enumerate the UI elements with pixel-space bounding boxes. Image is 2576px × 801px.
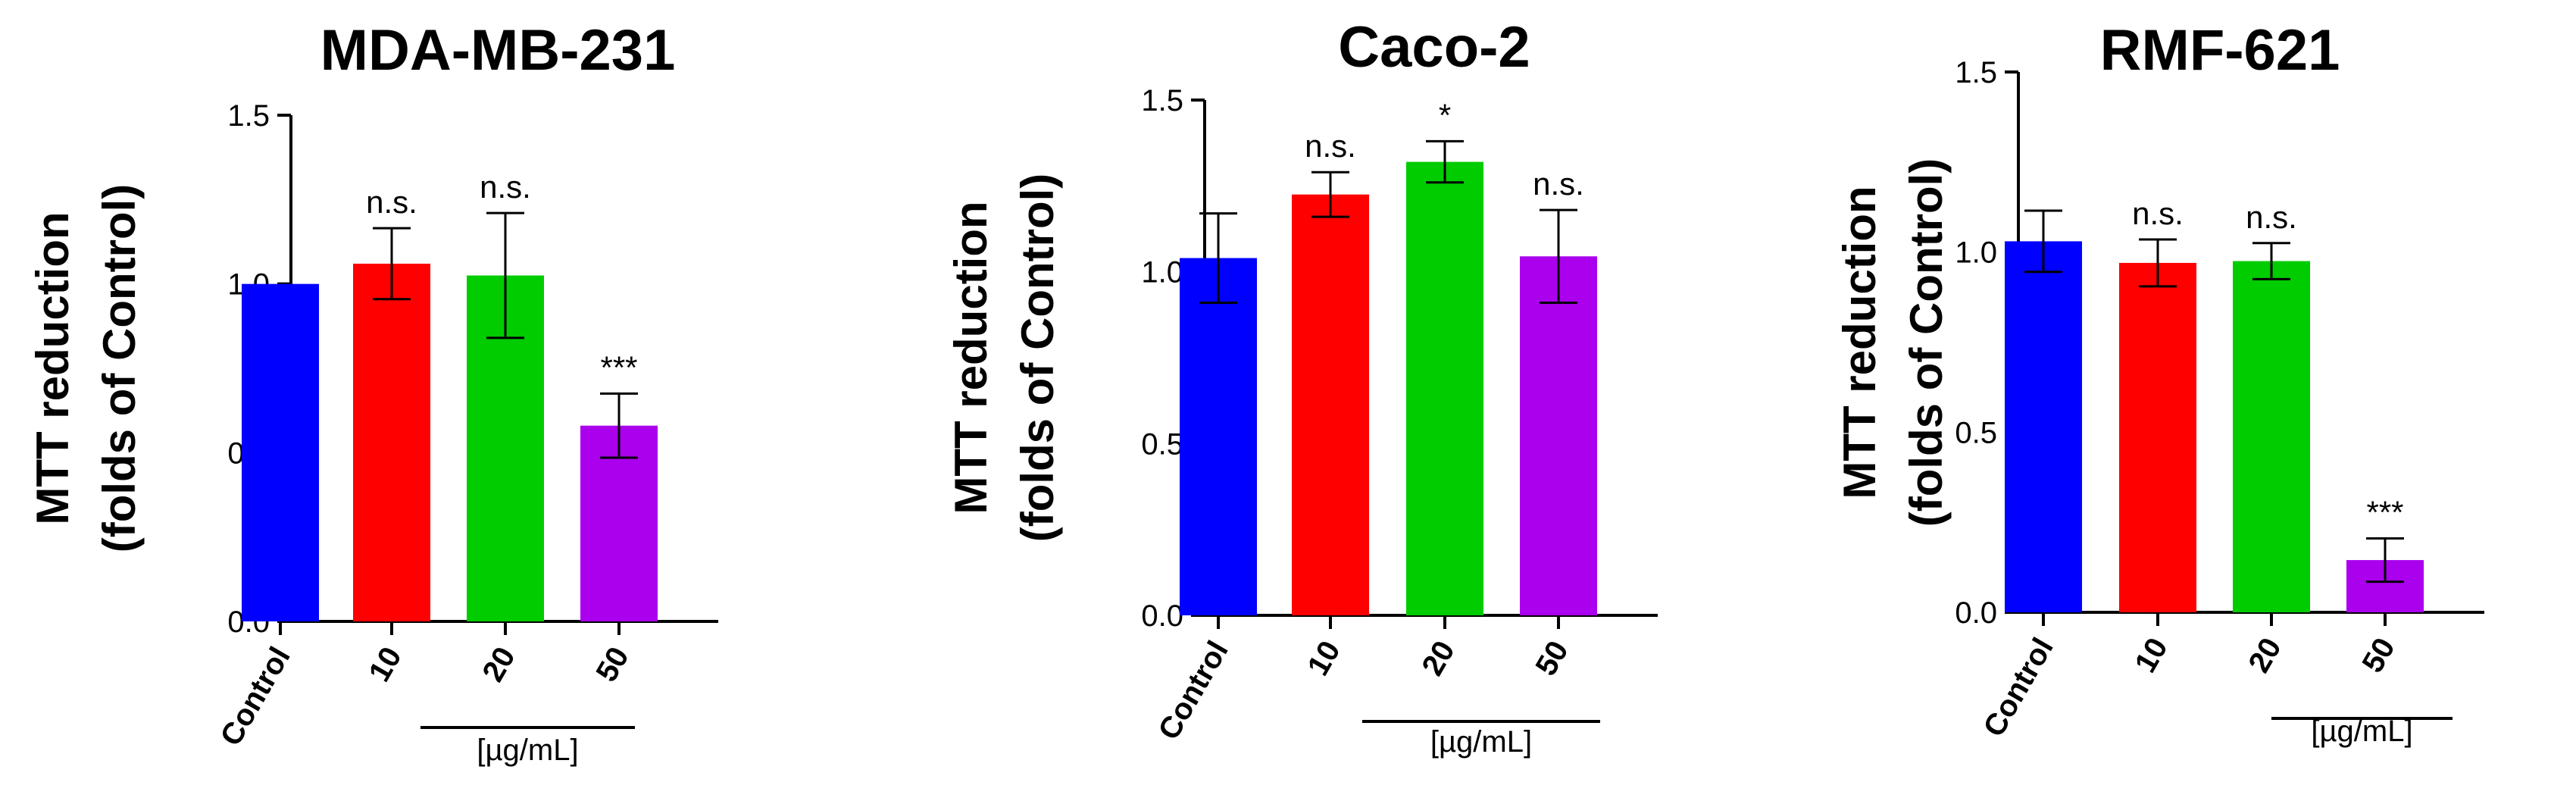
chart-title: RMF-621 [2100, 18, 2340, 83]
y-tick-label: 1.5 [1955, 56, 1997, 89]
bar-Control [1180, 258, 1257, 615]
bar-10 [2119, 262, 2196, 612]
significance-label: n.s. [2132, 196, 2184, 231]
y-axis-label: MTT reduction (folds of Control) [27, 184, 145, 553]
x-category-label: 50 [1529, 636, 1574, 682]
group-unit-label: [µg/mL] [477, 734, 578, 767]
bar-Control [242, 283, 319, 621]
y-tick-label: 1.5 [227, 99, 270, 133]
bar-20 [2233, 261, 2310, 612]
y-axis-label-line: (folds of Control) [1901, 158, 1952, 527]
x-category-label: 10 [362, 642, 408, 688]
y-tick-label: 0.5 [1955, 416, 1997, 449]
chart-title: Caco-2 [1338, 15, 1530, 80]
significance-label: n.s. [2246, 199, 2297, 235]
x-category-label: Control [214, 642, 297, 752]
bar-50 [1520, 256, 1597, 615]
y-tick-label: 1.0 [1141, 256, 1183, 289]
y-axis-label-line: MTT reduction [27, 211, 78, 524]
chart-panel-0: MDA-MB-231 MTT reduction (folds of Control… [27, 18, 718, 767]
significance-label: *** [2366, 495, 2403, 530]
significance-label: n.s. [1305, 128, 1356, 164]
group-unit-label: [µg/mL] [1430, 725, 1532, 759]
x-category-label: 10 [2128, 633, 2174, 679]
x-category-label: Control [1152, 636, 1235, 746]
x-category-label: 10 [1301, 636, 1346, 682]
y-tick-label: 0.0 [1141, 599, 1183, 633]
y-axis-label-line: MTT reduction [946, 201, 996, 514]
y-tick-label: 0.0 [1955, 596, 1997, 630]
bar-10 [1292, 194, 1369, 616]
significance-label: *** [600, 349, 637, 385]
x-category-label: 50 [589, 642, 635, 688]
significance-label: n.s. [1533, 166, 1584, 202]
significance-label: n.s. [366, 184, 417, 220]
y-tick-label: 1.0 [1955, 236, 1997, 270]
y-axis-label-line: (folds of Control) [94, 184, 145, 553]
y-tick-label: 1.5 [1141, 84, 1183, 117]
group-unit-label: [µg/mL] [2311, 715, 2412, 748]
significance-label: n.s. [480, 169, 531, 205]
x-category-label: Control [1977, 633, 2060, 743]
significance-label: * [1439, 97, 1451, 133]
bar-Control [2005, 241, 2082, 612]
y-axis-label: MTT reduction (folds of Control) [946, 174, 1063, 543]
y-axis-label-line: MTT reduction [1834, 186, 1885, 499]
x-category-label: 50 [2356, 633, 2401, 679]
x-category-label: 20 [476, 642, 521, 688]
y-axis-label-line: (folds of Control) [1012, 174, 1063, 543]
chart-panel-1: Caco-2 MTT reduction (folds of Control) 0.0… [946, 15, 1658, 759]
bar-20 [1406, 161, 1483, 616]
y-axis-label: MTT reduction (folds of Control) [1834, 158, 1952, 527]
x-category-label: 20 [1415, 636, 1461, 682]
y-tick-label: 0.5 [1141, 427, 1183, 461]
x-category-label: 20 [2242, 633, 2287, 679]
chart-title: MDA-MB-231 [320, 18, 676, 83]
bar-10 [353, 263, 430, 621]
